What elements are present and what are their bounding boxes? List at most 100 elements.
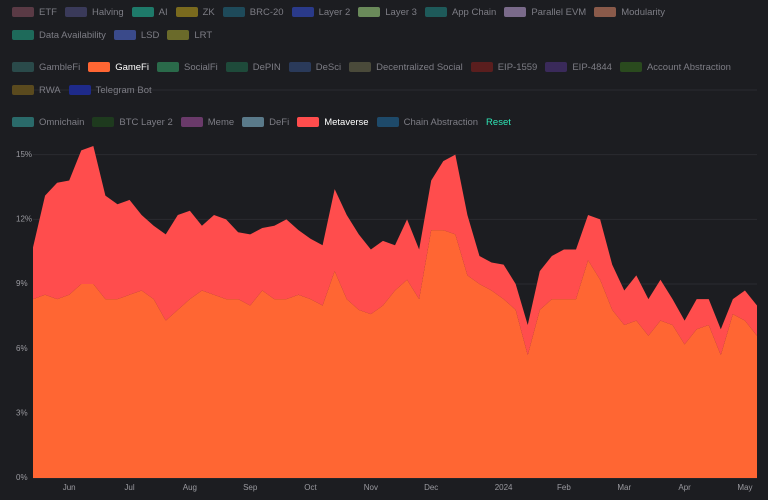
reset-button[interactable]: Reset — [486, 116, 511, 128]
legend-label: EIP-4844 — [572, 61, 612, 73]
legend-swatch — [12, 85, 34, 95]
legend-label: EIP-1559 — [497, 61, 538, 73]
legend-label: Parallel EVM — [531, 6, 587, 18]
legend-swatch — [68, 85, 91, 95]
legend-item[interactable]: ETF — [12, 5, 57, 19]
legend-swatch — [12, 30, 34, 40]
y-tick-label: 12% — [16, 214, 32, 223]
legend-item[interactable]: AI — [131, 5, 168, 19]
legend-item[interactable]: Meme — [180, 115, 234, 129]
legend-label: DePIN — [252, 61, 281, 73]
legend-item[interactable]: Account Abstraction — [619, 60, 731, 74]
legend-label: ETF — [39, 6, 57, 18]
legend-item[interactable]: Parallel EVM — [504, 5, 586, 19]
legend-item[interactable]: ZK — [175, 5, 215, 19]
legend-swatch — [291, 7, 314, 17]
legend-swatch — [288, 62, 311, 72]
legend-label: Data Availability — [39, 29, 106, 41]
x-tick-label: Nov — [364, 483, 378, 492]
x-tick-label: Feb — [557, 483, 571, 492]
legend-item[interactable]: Halving — [64, 5, 124, 19]
legend-swatch — [156, 62, 179, 72]
legend-item[interactable]: App Chain — [424, 5, 496, 19]
legend-item[interactable]: Modularity — [594, 5, 665, 19]
x-tick-label: Oct — [304, 483, 317, 492]
x-tick-label: May — [737, 483, 752, 492]
x-tick-label: Apr — [678, 483, 691, 492]
legend-label: DeSci — [315, 61, 342, 73]
legend-swatch — [424, 7, 447, 17]
legend-item[interactable]: GambleFi — [12, 60, 80, 74]
legend-swatch — [349, 62, 372, 72]
legend-label: Halving — [91, 6, 124, 18]
legend-label: Telegram Bot — [95, 84, 152, 96]
area — [33, 230, 757, 478]
legend-swatch — [545, 62, 568, 72]
x-tick-label: 2024 — [495, 483, 513, 492]
legend-swatch — [619, 62, 642, 72]
legend-item[interactable]: GameFi — [88, 60, 149, 74]
legend-swatch — [12, 7, 34, 17]
x-tick-label: Aug — [183, 483, 197, 492]
y-tick-label: 15% — [16, 150, 32, 159]
legend-swatch — [12, 62, 34, 72]
legend-swatch — [222, 7, 245, 17]
legend-label: Chain Abstraction — [403, 116, 479, 128]
legend-label: ZK — [202, 6, 215, 18]
legend-item[interactable]: DeFi — [242, 115, 289, 129]
x-tick-label: Dec — [424, 483, 438, 492]
legend-label: AI — [158, 6, 168, 18]
legend-label: BTC Layer 2 — [119, 116, 173, 128]
legend-item[interactable]: RWA — [12, 83, 61, 97]
legend-swatch — [175, 7, 198, 17]
y-tick-label: 3% — [16, 408, 28, 417]
legend-label: LSD — [140, 29, 160, 41]
legend-item[interactable]: EIP-1559 — [470, 60, 538, 74]
legend-label: BRC-20 — [249, 6, 284, 18]
legend-swatch — [64, 7, 87, 17]
legend-swatch — [376, 117, 399, 127]
x-tick-label: Jul — [124, 483, 134, 492]
legend-item[interactable]: DePIN — [225, 60, 281, 74]
area — [33, 146, 757, 356]
legend-label: Decentralized Social — [376, 61, 463, 73]
legend-item[interactable]: Metaverse — [297, 115, 369, 129]
legend-item[interactable]: EIP-4844 — [545, 60, 612, 74]
legend-label: Layer 3 — [385, 6, 417, 18]
legend-swatch — [594, 7, 617, 17]
legend-item[interactable]: BTC Layer 2 — [92, 115, 173, 129]
legend-item[interactable]: Layer 3 — [358, 5, 417, 19]
legend-item[interactable]: BRC-20 — [222, 5, 284, 19]
legend-label: GambleFi — [39, 61, 81, 73]
legend-swatch — [12, 117, 34, 127]
legend-item[interactable]: LRT — [167, 28, 212, 42]
legend-item[interactable]: SocialFi — [156, 60, 218, 74]
legend-swatch — [88, 62, 111, 72]
legend-label: Metaverse — [324, 116, 369, 128]
legend-item[interactable]: Chain Abstraction — [376, 115, 479, 129]
y-tick-label: 9% — [16, 279, 28, 288]
legend-label: GameFi — [115, 61, 149, 73]
legend-swatch — [113, 30, 136, 40]
legend-label: SocialFi — [183, 61, 218, 73]
legend-swatch — [180, 117, 203, 127]
legend-swatch — [358, 7, 381, 17]
legend-item[interactable]: Data Availability — [12, 28, 106, 42]
legend-swatch — [131, 7, 154, 17]
legend-label: Layer 2 — [318, 6, 351, 18]
legend-label: LRT — [194, 29, 213, 41]
legend-swatch — [92, 117, 115, 127]
legend-item[interactable]: Telegram Bot — [68, 83, 152, 97]
y-tick-label: 0% — [16, 473, 28, 482]
legend-item[interactable]: DeSci — [288, 60, 342, 74]
legend-item[interactable]: Omnichain — [12, 115, 84, 129]
y-tick-label: 6% — [16, 344, 28, 353]
legend-label: RWA — [39, 84, 61, 96]
legend-item[interactable]: LSD — [113, 28, 160, 42]
legend-swatch — [167, 30, 190, 40]
legend-label: Account Abstraction — [646, 61, 731, 73]
legend-item[interactable]: Decentralized Social — [349, 60, 463, 74]
legend-item[interactable]: Layer 2 — [291, 5, 351, 19]
